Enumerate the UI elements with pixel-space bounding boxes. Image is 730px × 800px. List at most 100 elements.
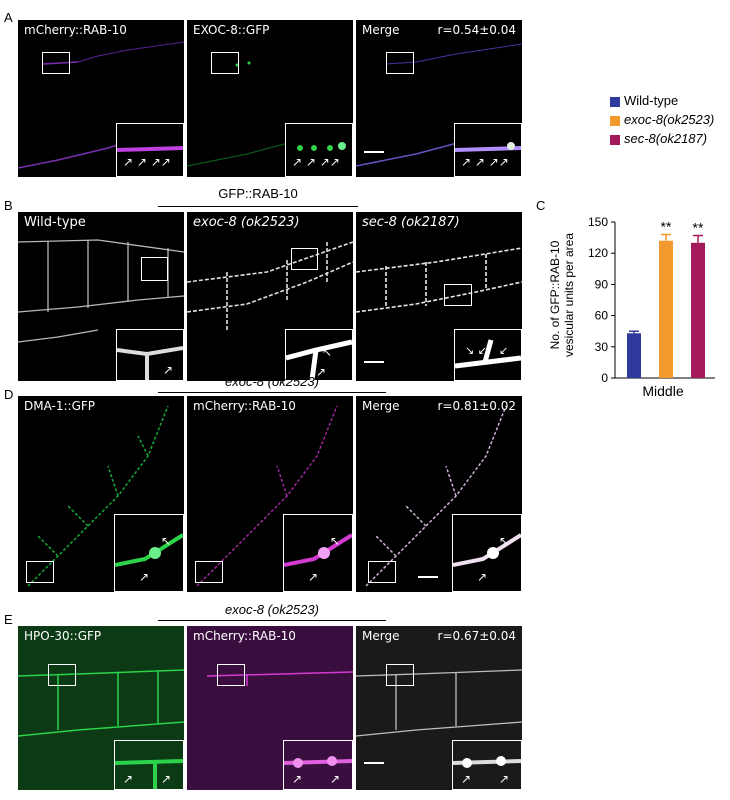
inset-zoom: ↗ <box>116 329 184 381</box>
y-tick-label: 0 <box>601 371 608 385</box>
svg-text:↖: ↖ <box>322 345 332 359</box>
significance-marker: ** <box>661 218 672 234</box>
svg-text:↗: ↗ <box>461 772 471 786</box>
panel-d-title-3: Merge <box>362 399 400 413</box>
inset-zoom: ↖ ↗ <box>452 514 522 592</box>
y-axis-label-line1: No. of GFP::RAB-10 <box>548 240 562 349</box>
panel-d-title-1: DMA-1::GFP <box>24 399 96 413</box>
svg-text:↘ ↙: ↘ ↙ <box>465 344 487 357</box>
roi-box <box>386 52 414 74</box>
panel-label-c: C <box>536 198 546 213</box>
y-tick-label: 30 <box>595 340 609 354</box>
legend-label: exoc-8(ok2523) <box>624 112 715 127</box>
svg-text:↗: ↗ <box>292 772 302 786</box>
svg-text:↗ ↗ ↗↗: ↗ ↗ ↗↗ <box>123 155 171 169</box>
inset-zoom: ↗ ↗ ↗↗ <box>454 123 522 177</box>
legend-swatch <box>610 135 620 145</box>
roi-box <box>141 257 168 281</box>
svg-text:↖: ↖ <box>330 534 340 548</box>
row-b-header-line <box>158 206 358 207</box>
panel-d-mcherry-rab10: mCherry::RAB-10 ↖ ↗ <box>187 396 353 592</box>
roi-box <box>211 52 239 74</box>
y-axis-label-line2: vesicular units per area <box>562 233 576 357</box>
correlation-value: r=0.67±0.04 <box>437 629 516 643</box>
panel-b-exoc8: exoc-8 (ok2523) ↖ ↗ <box>187 212 353 381</box>
y-tick-label: 120 <box>588 246 608 260</box>
roi-box <box>217 664 245 686</box>
row-d-header: exoc-8 (ok2523) <box>225 374 319 389</box>
inset-zoom: ↗ ↗ <box>283 740 353 790</box>
correlation-value: r=0.54±0.04 <box>437 23 516 37</box>
bar-1 <box>659 240 673 378</box>
inset-zoom: ↗ ↗ ↗↗ <box>285 123 353 177</box>
panel-b-title-1: Wild-type <box>24 215 86 230</box>
roi-box <box>195 561 223 583</box>
inset-zoom: ↖ ↗ <box>285 329 353 381</box>
svg-text:↗: ↗ <box>139 570 149 584</box>
svg-text:↙: ↙ <box>499 344 508 357</box>
y-tick-label: 150 <box>588 215 608 229</box>
roi-box <box>48 664 76 686</box>
panel-e-hpo30-gfp: HPO-30::GFP ↗ ↗ <box>18 626 184 790</box>
bar-0 <box>627 333 641 378</box>
panel-e-merge: Merge r=0.67±0.04 ↗ ↗ <box>356 626 522 790</box>
panel-b-sec8: sec-8 (ok2187) ↘ ↙ ↙ <box>356 212 522 381</box>
roi-box <box>386 664 414 686</box>
row-e-header-line <box>158 620 386 621</box>
inset-zoom: ↗ ↗ <box>114 740 184 790</box>
roi-box <box>291 248 318 270</box>
scale-bar <box>364 361 384 363</box>
neuron-image <box>365 405 507 587</box>
neuron-image <box>18 669 184 737</box>
panel-a-title-3: Merge <box>362 23 400 37</box>
panel-a-merge: Merge r=0.54±0.04 ↗ ↗ ↗↗ <box>356 20 522 177</box>
panel-a-title-1: mCherry::RAB-10 <box>24 23 127 37</box>
scale-bar <box>364 151 384 153</box>
bar-2 <box>691 242 705 378</box>
svg-text:↗: ↗ <box>161 772 171 786</box>
svg-text:↗: ↗ <box>477 570 487 584</box>
panel-e-mcherry-rab10: mCherry::RAB-10 ↗ ↗ <box>187 626 353 790</box>
panel-b-title-2: exoc-8 (ok2523) <box>193 215 300 230</box>
y-tick-label: 60 <box>595 309 609 323</box>
panel-e-title-1: HPO-30::GFP <box>24 629 102 643</box>
svg-text:↗: ↗ <box>316 365 326 379</box>
legend-swatch <box>610 97 620 107</box>
row-d-header-line <box>158 392 386 393</box>
inset-zoom: ↖ ↗ <box>283 514 353 592</box>
bar-chart: No. of GFP::RAB-10 vesicular units per a… <box>548 215 715 399</box>
svg-text:↗ ↗ ↗↗: ↗ ↗ ↗↗ <box>292 155 340 169</box>
roi-box <box>26 561 54 583</box>
x-axis-label: Middle <box>642 383 683 399</box>
svg-text:↖: ↖ <box>499 534 509 548</box>
panel-e-title-3: Merge <box>362 629 400 643</box>
svg-text:↗: ↗ <box>123 772 133 786</box>
svg-text:↗: ↗ <box>308 570 318 584</box>
legend-swatch <box>610 116 620 126</box>
svg-text:↗: ↗ <box>330 772 340 786</box>
neuron-image <box>356 669 522 737</box>
inset-zoom: ↗ ↗ ↗↗ <box>116 123 184 177</box>
scale-bar <box>364 762 384 764</box>
row-b-header: GFP::RAB-10 <box>218 186 298 201</box>
neuron-image <box>187 241 353 332</box>
svg-text:↗: ↗ <box>163 363 173 377</box>
neuron-image <box>18 239 184 343</box>
panel-b-wildtype: Wild-type ↗ <box>18 212 184 381</box>
panel-d-dma1-gfp: DMA-1::GFP ↖ ↗ <box>18 396 184 592</box>
panel-label-e: E <box>4 612 13 627</box>
panel-label-d: D <box>4 387 14 402</box>
inset-zoom: ↗ ↗ <box>452 740 522 790</box>
inset-zoom: ↘ ↙ ↙ <box>454 329 522 381</box>
y-tick-label: 90 <box>595 277 609 291</box>
legend-label: Wild-type <box>624 93 679 108</box>
neuron-image <box>206 671 353 686</box>
roi-box <box>444 284 472 306</box>
neuron-image <box>356 247 522 313</box>
legend-label: sec-8(ok2187) <box>624 131 708 146</box>
panel-a-mcherry-rab10: mCherry::RAB-10 ↗ ↗ ↗↗ <box>18 20 184 177</box>
inset-zoom: ↖ ↗ <box>114 514 184 592</box>
panel-a-exoc8-gfp: EXOC-8::GFP ↗ ↗ ↗↗ <box>187 20 353 177</box>
significance-marker: ** <box>693 220 704 236</box>
panel-a-title-2: EXOC-8::GFP <box>193 23 270 37</box>
